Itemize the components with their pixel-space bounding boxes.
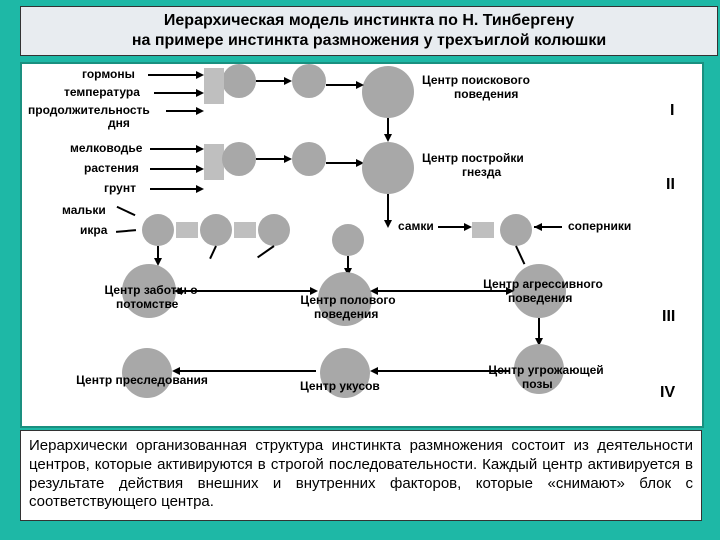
arrow	[150, 168, 196, 170]
factor-roe: икра	[80, 224, 107, 237]
arrowhead	[196, 107, 204, 115]
arrow	[515, 246, 525, 265]
arrow	[150, 148, 196, 150]
arrow	[154, 92, 196, 94]
factor-hormones: гормоны	[82, 68, 135, 81]
arrowhead	[384, 134, 392, 142]
node-l3-3	[258, 214, 290, 246]
factor-daylength2: дня	[108, 117, 130, 130]
arrow	[538, 318, 540, 340]
center-l3-right-label2: поведения	[508, 292, 572, 305]
node-l1-left	[222, 64, 256, 98]
block-l1	[204, 68, 224, 104]
factor-shallow: мелководье	[70, 142, 142, 155]
level-II: II	[666, 176, 675, 194]
level-IV: IV	[660, 384, 675, 402]
factor-fry: мальки	[62, 204, 106, 217]
arrowhead	[196, 165, 204, 173]
factor-rivals: соперники	[568, 220, 631, 233]
arrow	[374, 370, 510, 372]
center-l2	[362, 142, 414, 194]
arrowhead	[370, 367, 378, 375]
title-box: Иерархическая модель инстинкта по Н. Тин…	[20, 6, 718, 56]
block-l3b	[234, 222, 256, 238]
factor-plants: растения	[84, 162, 139, 175]
node-l3-5	[500, 214, 532, 246]
arrow	[117, 206, 136, 216]
arrow	[178, 290, 312, 292]
center-l1-label1: Центр поискового	[422, 74, 530, 87]
arrowhead	[284, 77, 292, 85]
arrowhead	[464, 223, 472, 231]
arrowhead	[370, 287, 378, 295]
arrow	[438, 226, 464, 228]
arrowhead	[172, 367, 180, 375]
node-l3-1	[142, 214, 174, 246]
arrow	[209, 246, 217, 260]
factor-ground: грунт	[104, 182, 136, 195]
arrow	[387, 194, 389, 222]
level-I: I	[670, 102, 674, 120]
arrow	[166, 110, 196, 112]
block-l3c	[472, 222, 494, 238]
arrowhead	[174, 287, 182, 295]
node-l2-right	[292, 142, 326, 176]
factor-females: самки	[398, 220, 434, 233]
center-l2-label1: Центр постройки	[422, 152, 524, 165]
center-l3-mid-label2: поведения	[314, 308, 378, 321]
center-l3-left-label2: потомстве	[116, 298, 178, 311]
factor-temperature: температура	[64, 86, 140, 99]
arrowhead	[506, 287, 514, 295]
center-l4-mid-label: Центр укусов	[300, 380, 380, 393]
arrow	[257, 245, 275, 258]
center-l4-right-label2: позы	[522, 378, 553, 391]
level-III: III	[662, 308, 675, 326]
center-l4-left-label: Центр преследования	[52, 374, 232, 387]
arrowhead	[534, 223, 542, 231]
node-l2-left	[222, 142, 256, 176]
diagram: гормоны температура продолжительность дн…	[20, 62, 704, 428]
node-l1-right	[292, 64, 326, 98]
center-l2-label2: гнезда	[462, 166, 501, 179]
arrowhead	[196, 71, 204, 79]
arrow	[326, 84, 356, 86]
arrowhead	[356, 81, 364, 89]
caption-box: Иерархически организованная структура ин…	[20, 430, 702, 521]
arrow	[148, 74, 196, 76]
arrowhead	[196, 185, 204, 193]
title-line2: на примере инстинкта размножения у трехъ…	[132, 32, 606, 49]
node-l3-4	[332, 224, 364, 256]
arrow	[374, 290, 508, 292]
arrowhead	[310, 287, 318, 295]
block-l2	[204, 144, 224, 180]
arrowhead	[196, 89, 204, 97]
block-l3a	[176, 222, 198, 238]
arrow	[256, 80, 286, 82]
center-l1-label2: поведения	[454, 88, 518, 101]
arrow	[150, 188, 196, 190]
node-l3-2	[200, 214, 232, 246]
factor-daylength1: продолжительность	[28, 104, 150, 117]
arrow	[256, 158, 286, 160]
center-l3-mid-label1: Центр полового	[290, 294, 406, 307]
title-line1: Иерархическая модель инстинкта по Н. Тин…	[164, 12, 574, 29]
arrowhead	[384, 220, 392, 228]
arrowhead	[284, 155, 292, 163]
arrow	[326, 162, 356, 164]
arrow	[176, 370, 316, 372]
center-l1	[362, 66, 414, 118]
arrow	[116, 229, 136, 233]
caption-text: Иерархически организованная структура ин…	[29, 437, 693, 510]
arrowhead	[196, 145, 204, 153]
